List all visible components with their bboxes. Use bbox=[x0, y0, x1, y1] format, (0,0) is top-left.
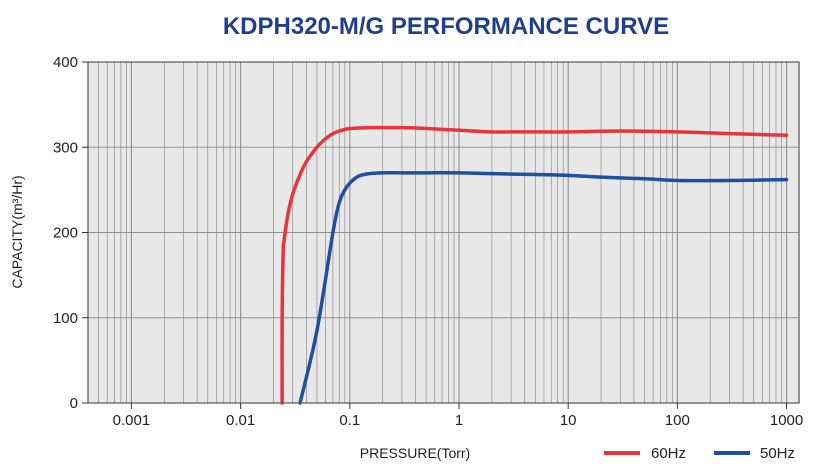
y-tick-label: 0 bbox=[70, 395, 78, 412]
legend-label-60hz: 60Hz bbox=[651, 445, 686, 462]
y-axis-label: CAPACITY(m³/Hr) bbox=[9, 175, 25, 288]
y-tick-label: 400 bbox=[53, 54, 78, 71]
y-tick-label: 300 bbox=[53, 139, 78, 156]
x-tick-label: 100 bbox=[665, 412, 690, 429]
chart-title: KDPH320-M/G PERFORMANCE CURVE bbox=[223, 13, 669, 40]
x-tick-label: 1 bbox=[455, 412, 463, 429]
x-axis-ticks: 0.001 0.01 0.1 1 10 100 1000 bbox=[113, 403, 803, 429]
legend: 60Hz 50Hz bbox=[604, 445, 795, 462]
legend-label-50hz: 50Hz bbox=[760, 445, 795, 462]
x-axis-label: PRESSURE(Torr) bbox=[360, 445, 470, 461]
y-tick-label: 200 bbox=[53, 225, 78, 242]
y-axis-ticks: 0 100 200 300 400 bbox=[53, 54, 88, 412]
series-lines bbox=[280, 125, 789, 405]
x-tick-label: 0.001 bbox=[113, 412, 151, 429]
x-tick-label: 10 bbox=[560, 412, 577, 429]
series-line-60hz bbox=[280, 125, 789, 405]
x-tick-label: 0.01 bbox=[226, 412, 255, 429]
series-line-50hz bbox=[298, 171, 789, 405]
x-tick-label: 1000 bbox=[770, 412, 803, 429]
y-tick-label: 100 bbox=[53, 310, 78, 327]
x-tick-label: 0.1 bbox=[339, 412, 360, 429]
